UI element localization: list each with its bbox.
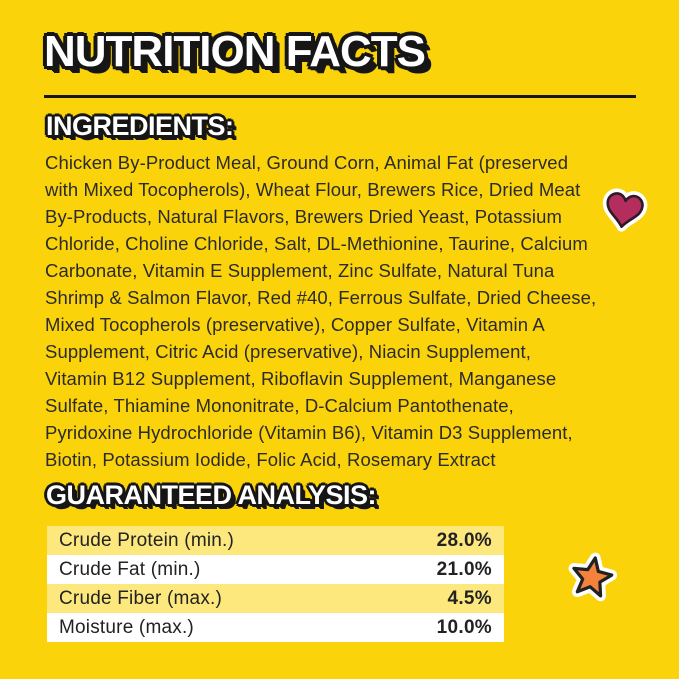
- guaranteed-analysis-heading: GUARANTEED ANALYSIS:: [46, 480, 377, 510]
- table-row-crude-fat: Crude Fat (min.) 21.0%: [47, 555, 504, 584]
- analysis-row-value: 21.0%: [436, 558, 492, 580]
- table-row-crude-protein: Crude Protein (min.) 28.0%: [47, 526, 504, 555]
- heart-shape: [606, 192, 644, 229]
- star-shape: [572, 556, 614, 598]
- page-title: NUTRITION FACTS: [44, 27, 426, 76]
- analysis-row-label: Crude Fiber (max.): [59, 587, 223, 609]
- guaranteed-analysis-table: Crude Protein (min.) 28.0% Crude Fat (mi…: [47, 526, 504, 642]
- analysis-row-value: 10.0%: [436, 616, 492, 638]
- table-row-moisture: Moisture (max.) 10.0%: [47, 613, 504, 642]
- divider: [44, 95, 636, 98]
- analysis-row-value: 28.0%: [436, 529, 492, 551]
- analysis-row-label: Moisture (max.): [59, 616, 194, 638]
- analysis-row-label: Crude Protein (min.): [59, 529, 235, 551]
- heart-icon: [597, 185, 652, 238]
- analysis-row-value: 4.5%: [447, 587, 492, 609]
- ingredients-heading: INGREDIENTS:: [46, 111, 234, 141]
- ingredients-text: Chicken By-Product Meal, Ground Corn, An…: [45, 152, 597, 470]
- analysis-row-label: Crude Fat (min.): [59, 558, 201, 580]
- star-icon: [561, 547, 623, 607]
- table-row-crude-fiber: Crude Fiber (max.) 4.5%: [47, 584, 504, 613]
